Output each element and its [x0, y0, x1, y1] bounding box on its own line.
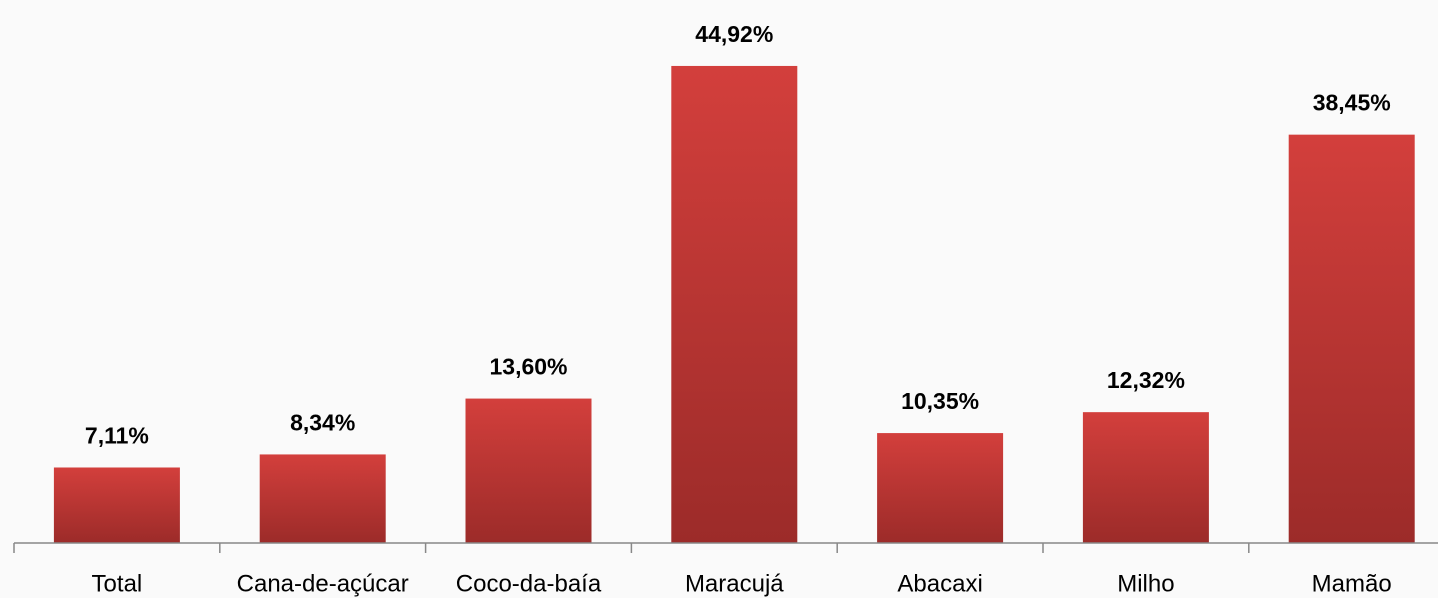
data-label: 13,60%	[489, 354, 567, 380]
bar	[259, 454, 386, 543]
x-tick-label: Milho	[1117, 570, 1174, 597]
bar	[1288, 134, 1415, 543]
x-tick-label: Abacaxi	[897, 570, 982, 597]
data-label: 12,32%	[1107, 367, 1185, 393]
data-label: 8,34%	[290, 410, 355, 436]
data-label: 38,45%	[1313, 90, 1391, 116]
data-label: 10,35%	[901, 388, 979, 414]
x-tick-label: Mamão	[1312, 570, 1392, 597]
bar	[53, 467, 180, 543]
data-label: 7,11%	[85, 423, 149, 449]
bar	[465, 398, 592, 543]
bar	[1082, 412, 1209, 543]
bar	[671, 65, 798, 544]
x-tick-label: Total	[92, 570, 143, 597]
x-tick-label: Maracujá	[685, 570, 784, 597]
data-label: 44,92%	[695, 21, 773, 47]
bar	[877, 433, 1004, 543]
x-tick-label: Coco-da-baía	[456, 570, 602, 597]
x-tick-label: Cana-de-açúcar	[237, 570, 409, 597]
